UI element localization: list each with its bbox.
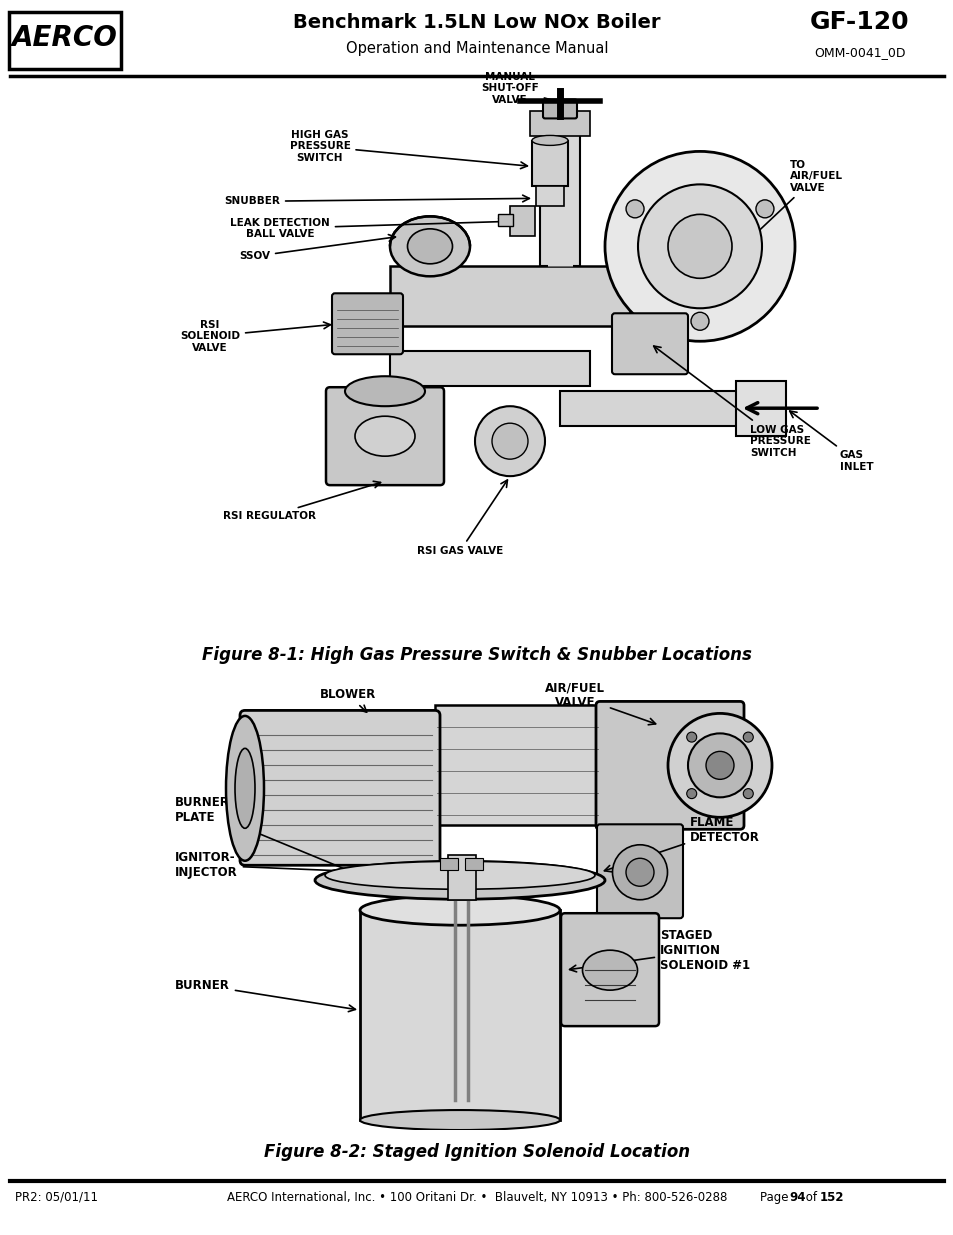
FancyBboxPatch shape (332, 293, 402, 354)
FancyBboxPatch shape (597, 824, 682, 918)
Circle shape (686, 732, 696, 742)
Text: LEAK DETECTION
BALL VALVE: LEAK DETECTION BALL VALVE (230, 217, 505, 240)
FancyBboxPatch shape (560, 913, 659, 1026)
Bar (530, 111, 589, 136)
Bar (497, 215, 513, 226)
Ellipse shape (355, 416, 415, 456)
Text: BURNER
PLATE: BURNER PLATE (174, 797, 355, 874)
Bar (539, 126, 579, 267)
Circle shape (492, 424, 527, 459)
Ellipse shape (325, 861, 595, 889)
Bar (439, 858, 457, 871)
Bar (532, 142, 567, 186)
Ellipse shape (359, 1110, 559, 1130)
Text: 94: 94 (788, 1191, 804, 1204)
Circle shape (686, 789, 696, 799)
Circle shape (667, 215, 731, 278)
Bar (390, 351, 589, 387)
Text: Benchmark 1.5LN Low NOx Boiler: Benchmark 1.5LN Low NOx Boiler (293, 12, 660, 32)
Text: LOW GAS
PRESSURE
SWITCH: LOW GAS PRESSURE SWITCH (653, 346, 810, 458)
FancyBboxPatch shape (596, 701, 743, 829)
FancyBboxPatch shape (9, 12, 121, 69)
Bar (510, 206, 535, 236)
Text: RSI
SOLENOID
VALVE: RSI SOLENOID VALVE (180, 320, 330, 353)
FancyBboxPatch shape (542, 100, 577, 119)
FancyBboxPatch shape (240, 710, 439, 866)
Text: IGNITOR-
INJECTOR: IGNITOR- INJECTOR (174, 851, 443, 879)
FancyBboxPatch shape (326, 388, 443, 485)
Circle shape (755, 200, 773, 217)
Text: FLAME
DETECTOR: FLAME DETECTOR (604, 816, 760, 872)
Text: OMM-0041_0D: OMM-0041_0D (814, 46, 904, 59)
Ellipse shape (582, 950, 637, 990)
Ellipse shape (532, 136, 567, 146)
Circle shape (475, 406, 544, 477)
Text: RSI GAS VALVE: RSI GAS VALVE (416, 480, 507, 556)
Circle shape (638, 184, 761, 309)
Bar (536, 186, 563, 206)
Text: RSI REGULATOR: RSI REGULATOR (223, 482, 380, 521)
Text: Operation and Maintenance Manual: Operation and Maintenance Manual (345, 41, 608, 56)
Text: AERCO International, Inc. • 100 Oritani Dr. •  Blauvelt, NY 10913 • Ph: 800-526-: AERCO International, Inc. • 100 Oritani … (227, 1191, 726, 1204)
Circle shape (687, 734, 751, 798)
Circle shape (604, 152, 794, 341)
Ellipse shape (345, 377, 424, 406)
Circle shape (705, 751, 733, 779)
Text: TO
AIR/FUEL
VALVE: TO AIR/FUEL VALVE (702, 159, 842, 283)
Ellipse shape (390, 216, 470, 277)
Bar (735, 382, 785, 436)
Text: AERCO: AERCO (12, 25, 118, 52)
Ellipse shape (234, 748, 254, 829)
FancyBboxPatch shape (612, 314, 687, 374)
Circle shape (690, 312, 708, 330)
Circle shape (625, 200, 643, 217)
Ellipse shape (314, 861, 604, 899)
Text: GF-120: GF-120 (809, 10, 909, 35)
Text: BLOWER: BLOWER (319, 688, 375, 713)
Ellipse shape (226, 716, 264, 861)
Text: Page: Page (760, 1191, 791, 1204)
Text: AIR/FUEL
VALVE: AIR/FUEL VALVE (544, 682, 655, 725)
Text: HIGH GAS
PRESSURE
SWITCH: HIGH GAS PRESSURE SWITCH (290, 130, 527, 169)
Circle shape (742, 789, 753, 799)
Text: SNUBBER: SNUBBER (224, 195, 529, 206)
Ellipse shape (625, 858, 654, 887)
Bar (559, 391, 740, 426)
Bar (464, 858, 482, 871)
Text: BURNER: BURNER (174, 978, 355, 1011)
Bar (435, 705, 599, 825)
Bar (390, 267, 629, 326)
Text: of: of (801, 1191, 820, 1204)
Text: Figure 8-1: High Gas Pressure Switch & Snubber Locations: Figure 8-1: High Gas Pressure Switch & S… (202, 646, 751, 664)
Ellipse shape (359, 895, 559, 925)
Ellipse shape (407, 228, 452, 264)
Circle shape (742, 732, 753, 742)
Text: Figure 8-2: Staged Ignition Solenoid Location: Figure 8-2: Staged Ignition Solenoid Loc… (264, 1142, 689, 1161)
Bar (359, 910, 559, 1120)
Text: MANUAL
SHUT-OFF
VALVE: MANUAL SHUT-OFF VALVE (480, 72, 570, 106)
Bar (448, 856, 476, 900)
Ellipse shape (612, 845, 667, 900)
Circle shape (667, 714, 771, 818)
Text: 152: 152 (820, 1191, 843, 1204)
Text: PR2: 05/01/11: PR2: 05/01/11 (15, 1191, 98, 1204)
Text: STAGED
IGNITION
SOLENOID #1: STAGED IGNITION SOLENOID #1 (569, 929, 749, 972)
Text: GAS
INLET: GAS INLET (789, 411, 873, 472)
Text: SSOV: SSOV (239, 235, 395, 262)
